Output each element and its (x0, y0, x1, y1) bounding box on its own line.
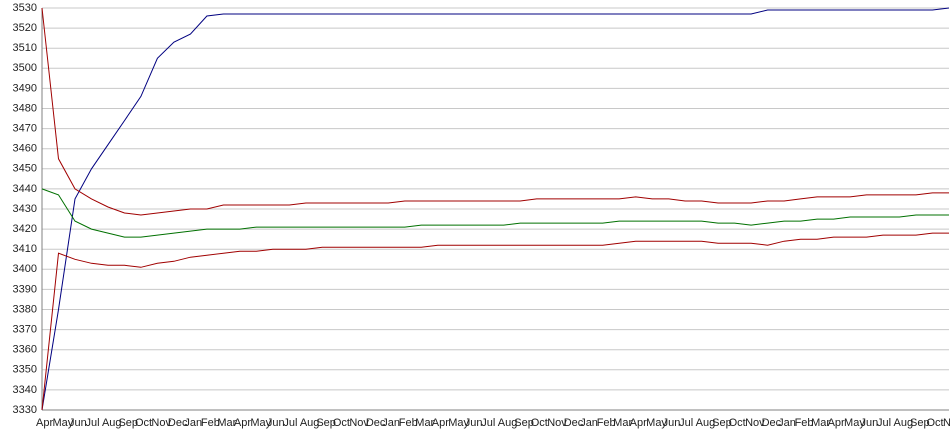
x-tick-label: Sep (514, 417, 534, 429)
x-tick-label: Mar (415, 417, 434, 429)
x-tick-label: Oct (135, 417, 152, 429)
y-tick-label: 3370 (13, 324, 37, 336)
x-tick-label: Oct (333, 417, 350, 429)
x-tick-label: Mar (811, 417, 830, 429)
x-tick-label: Dec (366, 417, 386, 429)
x-tick-label: Nov (349, 417, 369, 429)
x-tick-label: Jun (861, 417, 879, 429)
series-line (41, 7, 949, 216)
x-tick-label: Feb (597, 417, 616, 429)
x-tick-label: Jun (267, 417, 285, 429)
y-tick-label: 3400 (13, 263, 37, 275)
y-tick-label: 3330 (13, 404, 37, 416)
x-tick-label: Feb (399, 417, 418, 429)
x-tick-label: Jul (877, 417, 891, 429)
x-tick-label: Dec (762, 417, 782, 429)
y-tick-label: 3510 (13, 42, 37, 54)
x-tick-label: Jan (382, 417, 400, 429)
x-tick-label: May (52, 417, 73, 429)
y-tick-label: 3350 (13, 364, 37, 376)
x-tick-label: Mar (613, 417, 632, 429)
x-tick-label: Apr (234, 417, 251, 429)
x-tick-label: Jul (85, 417, 99, 429)
series-line (41, 232, 949, 411)
x-tick-label: Sep (316, 417, 336, 429)
y-tick-label: 3410 (13, 243, 37, 255)
x-tick-label: Sep (910, 417, 930, 429)
x-tick-label: Aug (102, 417, 122, 429)
x-tick-label: Oct (531, 417, 548, 429)
x-tick-label: Jun (663, 417, 681, 429)
y-tick-label: 3470 (13, 123, 37, 135)
y-tick-label: 3380 (13, 303, 37, 315)
x-tick-label: Aug (894, 417, 914, 429)
x-tick-label: May (250, 417, 271, 429)
x-tick-label: Nov (745, 417, 765, 429)
series-line (41, 7, 950, 411)
x-tick-label: Mar (217, 417, 236, 429)
y-tick-label: 3340 (13, 384, 37, 396)
x-tick-label: Apr (630, 417, 647, 429)
x-tick-label: Jun (69, 417, 87, 429)
x-tick-label: Dec (564, 417, 584, 429)
x-tick-label: May (646, 417, 667, 429)
x-tick-label: Jan (184, 417, 202, 429)
x-tick-label: Jan (778, 417, 796, 429)
y-tick-label: 3460 (13, 143, 37, 155)
y-tick-label: 3520 (13, 22, 37, 34)
x-tick-label: Feb (795, 417, 814, 429)
x-tick-label: Apr (828, 417, 845, 429)
x-tick-label: Jul (481, 417, 495, 429)
y-tick-label: 3450 (13, 163, 37, 175)
x-tick-label: Apr (432, 417, 449, 429)
x-tick-label: Jul (679, 417, 693, 429)
x-tick-label: Nov (943, 417, 950, 429)
x-tick-label: Aug (498, 417, 518, 429)
x-tick-label: Aug (300, 417, 320, 429)
x-tick-label: May (844, 417, 865, 429)
x-tick-label: Dec (168, 417, 188, 429)
y-tick-label: 3440 (13, 183, 37, 195)
y-tick-label: 3430 (13, 203, 37, 215)
y-tick-label: 3530 (13, 2, 37, 14)
x-tick-label: Jan (580, 417, 598, 429)
y-tick-label: 3480 (13, 102, 37, 114)
y-tick-label: 3500 (13, 62, 37, 74)
y-tick-label: 3360 (13, 344, 37, 356)
x-tick-label: Oct (927, 417, 944, 429)
x-tick-label: Sep (712, 417, 732, 429)
x-tick-label: Oct (729, 417, 746, 429)
x-tick-label: Nov (547, 417, 567, 429)
x-tick-label: Jul (283, 417, 297, 429)
y-tick-label: 3490 (13, 82, 37, 94)
y-tick-label: 3390 (13, 283, 37, 295)
series-line (41, 188, 949, 238)
x-tick-label: Jun (465, 417, 483, 429)
x-tick-label: Nov (151, 417, 171, 429)
x-tick-label: Apr (36, 417, 53, 429)
x-tick-label: Feb (201, 417, 220, 429)
x-tick-label: Aug (696, 417, 716, 429)
x-tick-label: Sep (118, 417, 138, 429)
x-tick-label: May (448, 417, 469, 429)
y-tick-label: 3420 (13, 223, 37, 235)
